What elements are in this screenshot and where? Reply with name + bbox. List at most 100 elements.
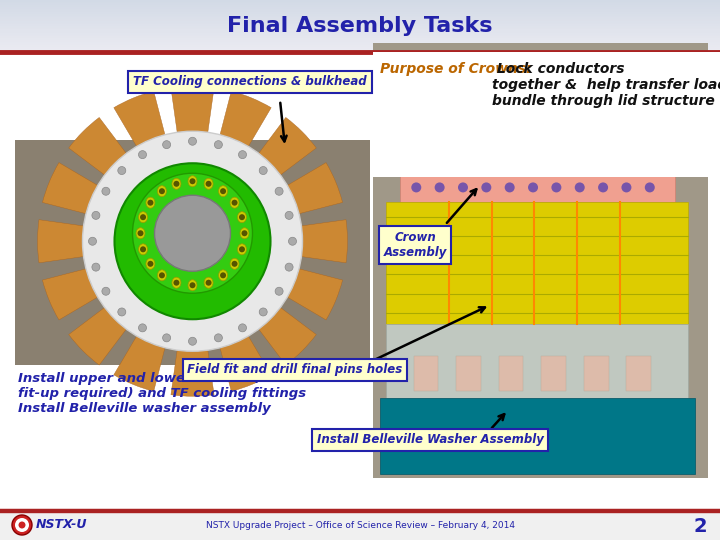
Bar: [0, 2, 720, 3]
Circle shape: [598, 183, 608, 192]
Circle shape: [259, 166, 267, 174]
Wedge shape: [192, 241, 316, 365]
Circle shape: [505, 183, 515, 192]
Bar: [499, 356, 523, 391]
Bar: [523, 60, 533, 95]
Bar: [600, 60, 610, 95]
Bar: [0, 26, 720, 28]
Circle shape: [148, 261, 153, 267]
Ellipse shape: [172, 277, 181, 288]
Circle shape: [118, 166, 126, 174]
Bar: [387, 323, 688, 397]
Bar: [0, 0, 720, 2]
Circle shape: [92, 211, 100, 219]
Bar: [541, 356, 566, 391]
Text: NSTX Upgrade Project – Office of Science Review – February 4, 2014: NSTX Upgrade Project – Office of Science…: [205, 522, 515, 530]
Bar: [0, 47, 720, 49]
Wedge shape: [68, 118, 192, 241]
Bar: [0, 24, 720, 26]
Bar: [504, 60, 514, 95]
Circle shape: [285, 211, 293, 219]
Bar: [400, 60, 675, 95]
Circle shape: [241, 230, 248, 237]
Ellipse shape: [188, 280, 197, 291]
Bar: [0, 7, 720, 9]
Bar: [15, 140, 370, 365]
Wedge shape: [42, 241, 192, 320]
Bar: [466, 60, 475, 95]
Bar: [639, 60, 649, 95]
Bar: [427, 60, 437, 95]
Bar: [477, 132, 496, 154]
Wedge shape: [42, 163, 192, 241]
Ellipse shape: [172, 178, 181, 190]
Wedge shape: [37, 220, 192, 263]
Ellipse shape: [158, 270, 166, 281]
Circle shape: [138, 151, 146, 159]
Circle shape: [140, 246, 146, 252]
Bar: [0, 50, 720, 52]
Bar: [543, 60, 552, 95]
Bar: [400, 173, 675, 202]
Circle shape: [189, 137, 197, 145]
Circle shape: [102, 187, 110, 195]
Ellipse shape: [230, 197, 239, 208]
Bar: [0, 9, 720, 10]
Circle shape: [102, 287, 110, 295]
Wedge shape: [171, 86, 214, 241]
Circle shape: [232, 261, 238, 267]
Bar: [379, 397, 695, 474]
Text: Crown
Assembly: Crown Assembly: [383, 231, 446, 259]
Circle shape: [435, 183, 445, 192]
Circle shape: [118, 308, 126, 316]
Bar: [0, 45, 720, 47]
Ellipse shape: [238, 212, 246, 222]
Ellipse shape: [230, 258, 239, 269]
Bar: [0, 38, 720, 40]
Circle shape: [238, 151, 246, 159]
Circle shape: [528, 183, 538, 192]
Bar: [0, 28, 720, 30]
Circle shape: [411, 183, 421, 192]
Wedge shape: [192, 241, 343, 320]
Circle shape: [92, 263, 100, 271]
Circle shape: [189, 282, 196, 288]
Circle shape: [138, 230, 143, 237]
Bar: [0, 42, 720, 43]
Circle shape: [259, 308, 267, 316]
Text: 2: 2: [693, 516, 707, 536]
Bar: [0, 23, 720, 24]
Bar: [603, 132, 622, 154]
Circle shape: [163, 140, 171, 148]
Bar: [540, 132, 559, 154]
Circle shape: [174, 181, 179, 187]
Circle shape: [482, 183, 491, 192]
Ellipse shape: [219, 186, 228, 197]
Circle shape: [575, 183, 585, 192]
Bar: [0, 510, 720, 540]
Ellipse shape: [136, 228, 145, 239]
Wedge shape: [68, 241, 192, 365]
Circle shape: [220, 272, 226, 278]
Bar: [413, 356, 438, 391]
Bar: [0, 14, 720, 16]
Bar: [0, 12, 720, 14]
Circle shape: [19, 522, 25, 529]
Text: NSTX-U: NSTX-U: [36, 518, 88, 531]
Bar: [0, 33, 720, 35]
Circle shape: [148, 200, 153, 206]
Bar: [400, 113, 675, 173]
Circle shape: [215, 334, 222, 342]
Bar: [626, 356, 651, 391]
Wedge shape: [192, 118, 316, 241]
Wedge shape: [192, 163, 343, 241]
Wedge shape: [114, 241, 192, 392]
Bar: [456, 356, 481, 391]
Circle shape: [621, 183, 631, 192]
Circle shape: [206, 181, 212, 187]
Circle shape: [220, 188, 226, 194]
Bar: [0, 49, 720, 50]
Circle shape: [174, 280, 179, 286]
Circle shape: [114, 163, 271, 319]
Circle shape: [238, 324, 246, 332]
